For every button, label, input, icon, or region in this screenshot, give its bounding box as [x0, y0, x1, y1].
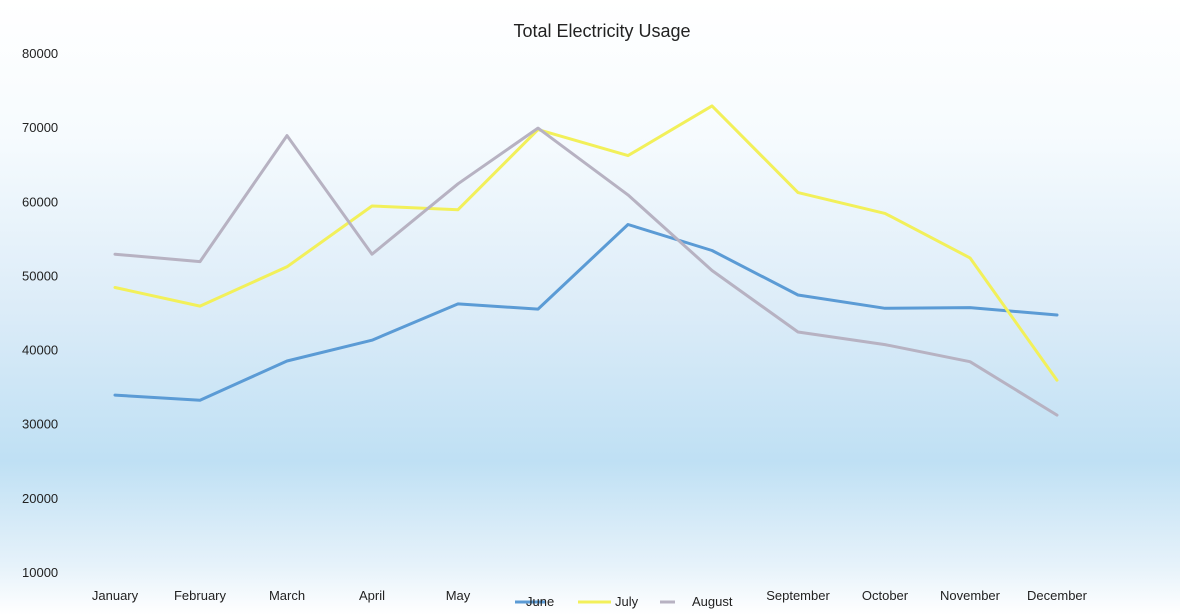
legend-label: August — [692, 594, 733, 609]
chart-title: Total Electricity Usage — [513, 21, 690, 41]
y-tick-label: 70000 — [22, 120, 58, 135]
x-tick-label: December — [1027, 588, 1088, 603]
series-line-august — [113, 126, 1059, 417]
legend: June July August — [515, 594, 733, 609]
legend-label: July — [615, 594, 639, 609]
x-tick-label: September — [766, 588, 830, 603]
y-axis: 80000 70000 60000 50000 40000 30000 20000 10000 — [22, 46, 58, 580]
y-tick-label: 10000 — [22, 565, 58, 580]
x-axis: January February March April May September Oct… — [92, 588, 1088, 603]
y-tick-label: 80000 — [22, 46, 58, 61]
y-tick-label: 40000 — [22, 343, 58, 358]
x-tick-label: April — [359, 588, 385, 603]
legend-item-july: July — [578, 594, 639, 609]
x-tick-label: March — [269, 588, 305, 603]
x-tick-label: October — [862, 588, 909, 603]
x-tick-label: November — [940, 588, 1001, 603]
x-tick-label: February — [174, 588, 227, 603]
x-tick-label: May — [446, 588, 471, 603]
x-tick-label: January — [92, 588, 139, 603]
y-tick-label: 50000 — [22, 268, 58, 283]
legend-item-june: June — [515, 594, 554, 609]
y-tick-label: 60000 — [22, 194, 58, 209]
y-tick-label: 30000 — [22, 417, 58, 432]
legend-label: June — [526, 594, 554, 609]
y-tick-label: 20000 — [22, 491, 58, 506]
series-lines — [113, 104, 1059, 417]
series-line-july — [113, 104, 1059, 382]
legend-item-august: August — [660, 594, 733, 609]
series-line-june — [113, 223, 1059, 402]
